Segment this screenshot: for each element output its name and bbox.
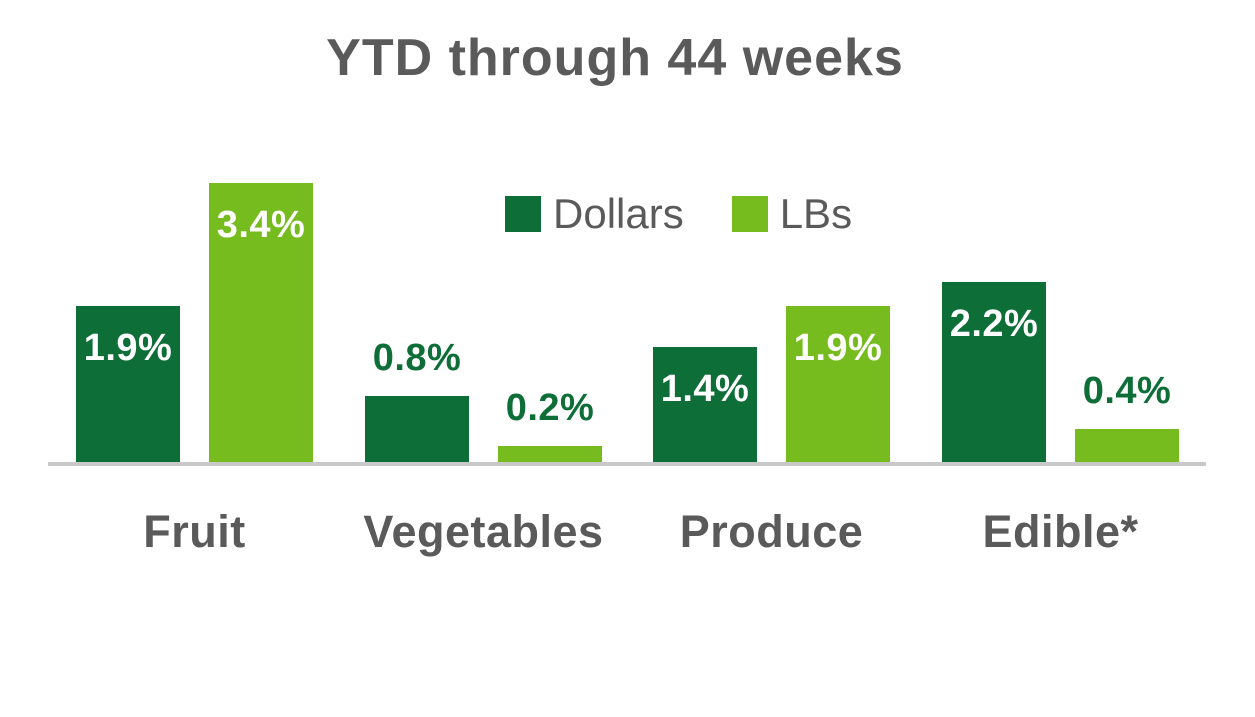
bar-edible-lbs: [1075, 429, 1179, 462]
bar-produce-dollars: [653, 347, 757, 462]
chart-title: YTD through 44 weeks: [326, 29, 904, 87]
value-label-produce-dollars: 1.4%: [660, 368, 750, 410]
dollars-swatch: [505, 196, 541, 232]
legend-label-dollars: Dollars: [553, 190, 684, 237]
bar-edible-dollars: [942, 282, 1046, 462]
category-label-fruit: Fruit: [143, 506, 246, 557]
category-label-produce: Produce: [679, 506, 864, 557]
legend: Dollars LBs: [505, 193, 852, 235]
value-label-vegetables-lbs: 0.2%: [505, 387, 595, 429]
bar-fruit-dollars: [76, 306, 180, 462]
legend-label-lbs: LBs: [779, 190, 853, 237]
category-label-edible: Edible*: [982, 506, 1139, 557]
value-label-edible-dollars: 2.2%: [949, 303, 1039, 345]
legend-item-dollars: Dollars: [505, 193, 684, 235]
value-label-edible-lbs: 0.4%: [1082, 370, 1172, 412]
legend-item-lbs: LBs: [731, 190, 853, 237]
category-label-vegetables: Vegetables: [363, 506, 604, 557]
value-label-fruit-lbs: 3.4%: [216, 204, 306, 246]
bar-fruit-lbs: [209, 183, 313, 462]
value-label-fruit-dollars: 1.9%: [83, 327, 173, 369]
bar-produce-lbs: [786, 306, 890, 462]
bar-vegetables-lbs: [498, 446, 602, 462]
lbs-swatch: [731, 196, 768, 232]
bar-vegetables-dollars: [365, 396, 469, 462]
value-label-vegetables-dollars: 0.8%: [372, 337, 462, 379]
x-axis-line: [48, 462, 1206, 466]
value-label-produce-lbs: 1.9%: [793, 327, 883, 369]
